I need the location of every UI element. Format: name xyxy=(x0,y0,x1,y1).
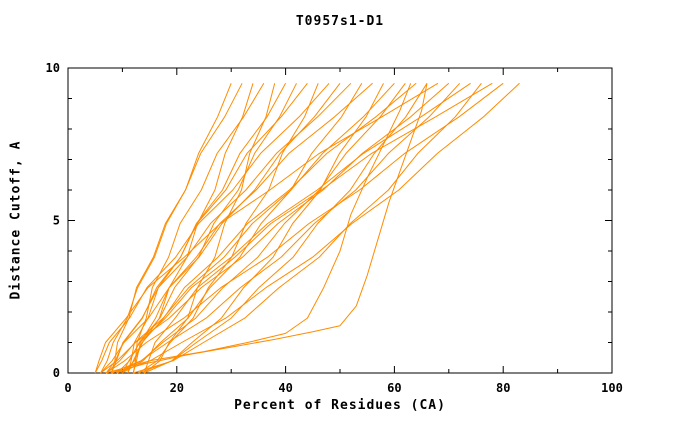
model-curve xyxy=(127,82,308,374)
y-tick-label: 5 xyxy=(53,214,60,228)
model-curve xyxy=(111,83,243,374)
y-tick-label: 0 xyxy=(53,366,60,380)
x-axis-label: Percent of Residues (CA) xyxy=(234,398,446,413)
model-curve xyxy=(122,83,363,374)
model-curve xyxy=(100,82,341,374)
model-curve xyxy=(94,82,330,374)
x-tick-label: 60 xyxy=(387,381,401,395)
model-curve xyxy=(121,82,471,374)
model-curve xyxy=(100,82,450,374)
model-curve xyxy=(111,83,428,374)
x-tick-label: 0 xyxy=(64,381,71,395)
model-curve xyxy=(94,82,439,374)
model-curve xyxy=(133,82,482,374)
x-tick-label: 100 xyxy=(601,381,623,395)
model-curve xyxy=(105,82,395,374)
chart-title: T0957s1-D1 xyxy=(295,14,385,29)
model-curve xyxy=(143,83,384,374)
model-curve xyxy=(105,83,412,374)
model-curve xyxy=(111,82,352,374)
model-curve xyxy=(111,82,461,374)
model-curve xyxy=(143,82,493,374)
x-tick-label: 40 xyxy=(278,381,292,395)
x-tick-label: 20 xyxy=(170,381,184,395)
y-tick-label: 10 xyxy=(46,61,60,75)
model-curve xyxy=(132,82,373,374)
model-curve xyxy=(116,82,520,374)
model-curve xyxy=(116,83,406,374)
model-curve xyxy=(105,82,504,374)
model-curve xyxy=(100,83,232,374)
x-tick-label: 80 xyxy=(496,381,510,395)
